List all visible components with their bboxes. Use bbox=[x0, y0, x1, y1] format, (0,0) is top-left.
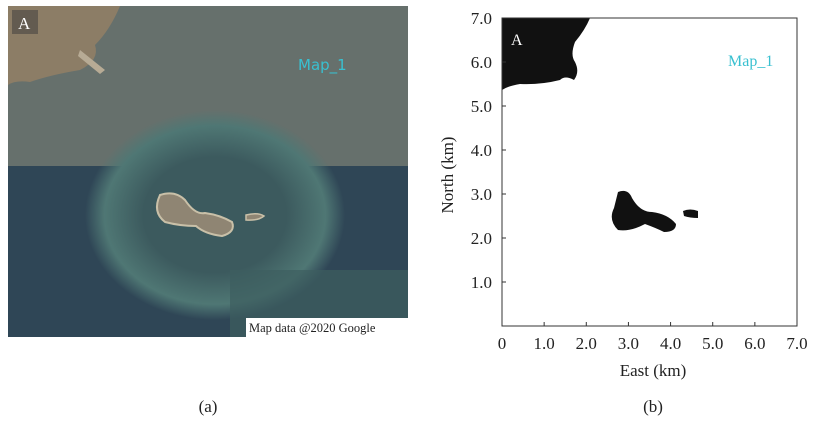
x-tick-label: 3.0 bbox=[618, 334, 639, 353]
y-tick-label: 7.0 bbox=[471, 9, 492, 28]
panel-tag: A bbox=[511, 32, 523, 49]
map-label: Map_1 bbox=[728, 53, 773, 70]
y-tick-label: 4.0 bbox=[471, 141, 492, 160]
y-tick-label: 6.0 bbox=[471, 53, 492, 72]
y-tick-label: 1.0 bbox=[471, 273, 492, 292]
attribution: Map data @2020 Google bbox=[249, 321, 376, 335]
x-tick-label: 2.0 bbox=[576, 334, 597, 353]
y-tick-label: 3.0 bbox=[471, 185, 492, 204]
figure: A Map_1 Map data @2020 Google (a) A Map_… bbox=[0, 0, 820, 424]
y-axis-label: North (km) bbox=[438, 137, 457, 214]
x-tick-label: 5.0 bbox=[702, 334, 723, 353]
y-tick-label: 2.0 bbox=[471, 229, 492, 248]
y-tick-label: 5.0 bbox=[471, 97, 492, 116]
caption: (b) bbox=[643, 397, 663, 416]
x-axis-label: East (km) bbox=[620, 361, 687, 380]
x-tick-label: 4.0 bbox=[660, 334, 681, 353]
x-tick-label: 1.0 bbox=[534, 334, 555, 353]
satellite-image bbox=[8, 6, 408, 337]
binary-map bbox=[502, 18, 698, 232]
x-tick-label: 0 bbox=[498, 334, 507, 353]
x-tick-label: 6.0 bbox=[744, 334, 765, 353]
panel-tag: A bbox=[18, 14, 31, 33]
x-tick-label: 7.0 bbox=[786, 334, 807, 353]
map-label: Map_1 bbox=[298, 56, 347, 75]
caption: (a) bbox=[199, 397, 218, 416]
